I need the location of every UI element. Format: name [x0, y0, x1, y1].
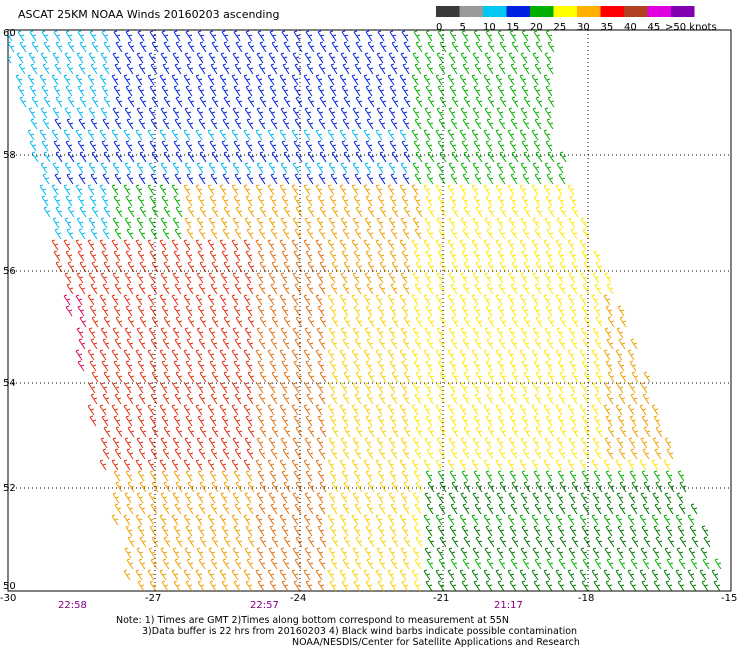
lat-label: 56 — [3, 266, 16, 277]
colorbar-label: 45 — [648, 22, 661, 33]
colorbar-swatch — [436, 6, 460, 17]
colorbar-swatch — [624, 6, 648, 17]
longitude-labels: -30 -27 -24 -21 -18 -15 — [0, 593, 737, 604]
colorbar-swatch — [506, 6, 530, 17]
lat-label: 54 — [3, 378, 16, 389]
lon-label: -15 — [721, 593, 737, 604]
wind-barb-group — [63, 294, 87, 372]
wind-barb-group — [111, 30, 722, 570]
graticule — [8, 30, 731, 591]
wind-barb-group — [53, 30, 411, 185]
wind-barb-group — [8, 30, 408, 240]
colorbar-label: 25 — [554, 22, 567, 33]
colorbar-swatch — [577, 6, 601, 17]
note-line-2: 3)Data buffer is 22 hrs from 20160203 4)… — [142, 626, 578, 637]
lon-label: -27 — [145, 593, 161, 604]
footnotes: Note: 1) Times are GMT 2)Times along bot… — [0, 615, 740, 648]
colorbar-label: 0 — [436, 22, 442, 33]
colorbar-swatch — [459, 6, 483, 17]
pass-time-label: 22:58 — [58, 600, 87, 611]
pass-time-label: 21:17 — [494, 600, 523, 611]
colorbar-swatch — [671, 6, 695, 17]
time-labels: 22:58 22:57 21:17 — [58, 600, 523, 611]
note-line-3: NOAA/NESDIS/Center for Satellite Applica… — [292, 637, 580, 648]
lon-label: -21 — [433, 593, 449, 604]
wind-barb-group — [51, 239, 255, 471]
latitude-labels: 60 58 56 54 52 50 — [3, 28, 16, 592]
colorbar-label: 5 — [460, 22, 466, 33]
colorbar-swatch — [483, 6, 507, 17]
colorbar-label: 20 — [530, 22, 543, 33]
colorbar-label: 15 — [507, 22, 520, 33]
wind-barb-group — [423, 481, 721, 591]
wind-barb-group — [255, 239, 327, 591]
lat-label: 50 — [3, 581, 16, 592]
colorbar-swatch — [647, 6, 671, 17]
lat-label: 60 — [3, 28, 16, 39]
lat-label: 52 — [3, 483, 16, 494]
colorbar-swatch — [600, 6, 624, 17]
wind-barb-group — [111, 184, 674, 591]
lon-label: -18 — [578, 593, 594, 604]
colorbar-swatch — [530, 6, 554, 17]
lat-label: 58 — [3, 150, 16, 161]
colorbar-swatch — [553, 6, 577, 17]
lon-label: -24 — [290, 593, 306, 604]
wind-barb-group — [327, 294, 411, 591]
wind-speed-colorbar: 0 5 10 15 20 25 30 35 40 45 >50 knots — [436, 6, 717, 33]
note-line-1: Note: 1) Times are GMT 2)Times along bot… — [116, 615, 509, 626]
wind-barb-group — [411, 184, 671, 591]
colorbar-label: 40 — [624, 22, 637, 33]
colorbar-label: 30 — [577, 22, 590, 33]
colorbar-label: 35 — [601, 22, 614, 33]
map-title: ASCAT 25KM NOAA Winds 20160203 ascending — [18, 8, 280, 21]
colorbar-label: 10 — [483, 22, 496, 33]
colorbar-label: >50 knots — [665, 22, 717, 33]
wind-barbs — [8, 30, 722, 591]
pass-time-label: 22:57 — [250, 600, 279, 611]
lon-label: -30 — [0, 593, 16, 604]
